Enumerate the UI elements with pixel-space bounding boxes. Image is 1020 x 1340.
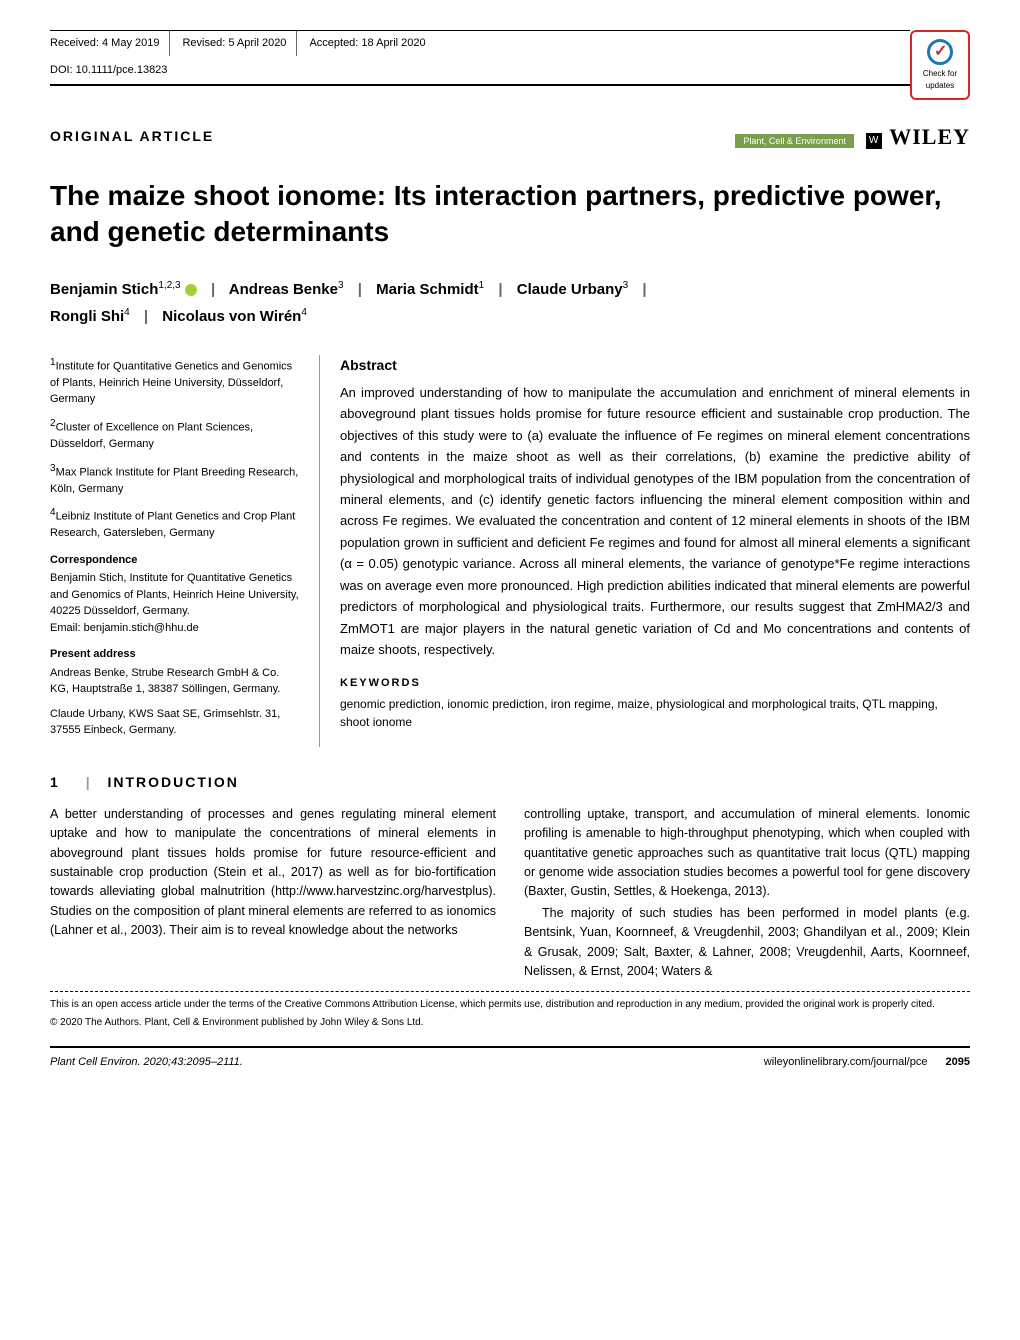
present-address-head: Present address — [50, 646, 301, 663]
article-title: The maize shoot ionome: Its interaction … — [50, 178, 970, 251]
body-col-left: A better understanding of processes and … — [50, 805, 496, 981]
author-1-sup: 1,2,3 — [158, 280, 180, 291]
intro-header: 1 | INTRODUCTION — [50, 772, 970, 793]
section-pipe: | — [86, 774, 92, 790]
page-number: 2095 — [946, 1056, 970, 1068]
section-number: 1 — [50, 774, 60, 790]
author-5-sup: 4 — [124, 307, 130, 318]
author-6-sup: 4 — [301, 307, 307, 318]
author-3-sup: 1 — [479, 280, 485, 291]
present-address-2: Claude Urbany, KWS Saat SE, Grimsehlstr.… — [50, 706, 301, 739]
body-col-right: controlling uptake, transport, and accum… — [524, 805, 970, 981]
received-date: 4 May 2019 — [102, 37, 159, 49]
affiliation-2: 2Cluster of Excellence on Plant Sciences… — [50, 416, 301, 453]
header-left: Received: 4 May 2019 Revised: 5 April 20… — [50, 30, 910, 86]
article-type-row: ORIGINAL ARTICLE Plant, Cell & Environme… — [50, 120, 970, 153]
header-container: Received: 4 May 2019 Revised: 5 April 20… — [50, 30, 970, 100]
author-5: Rongli Shi — [50, 308, 124, 325]
section-title: INTRODUCTION — [108, 774, 239, 790]
accepted-cell: Accepted: 18 April 2020 — [309, 31, 435, 56]
intro-p3: The majority of such studies has been pe… — [524, 904, 970, 982]
affiliation-3: 3Max Planck Institute for Plant Breeding… — [50, 461, 301, 498]
license-line-1: This is an open access article under the… — [50, 998, 970, 1012]
author-sep: | — [144, 308, 148, 325]
orcid-icon[interactable] — [185, 284, 197, 296]
revised-cell: Revised: 5 April 2020 — [182, 31, 297, 56]
intro-p1: A better understanding of processes and … — [50, 805, 496, 941]
received-cell: Received: 4 May 2019 — [50, 31, 170, 56]
revised-label: Revised: — [182, 37, 225, 49]
author-sep: | — [498, 281, 502, 298]
author-sep: | — [642, 281, 646, 298]
footer-url[interactable]: wileyonlinelibrary.com/journal/pce — [764, 1056, 928, 1068]
accepted-date: 18 April 2020 — [361, 37, 425, 49]
intro-p2: controlling uptake, transport, and accum… — [524, 805, 970, 902]
abstract-title: Abstract — [340, 355, 970, 376]
doi: DOI: 10.1111/pce.13823 — [50, 56, 910, 87]
author-2-sup: 3 — [338, 280, 344, 291]
received-label: Received: — [50, 37, 99, 49]
revised-date: 5 April 2020 — [228, 37, 286, 49]
check-updates-icon — [927, 39, 953, 65]
footer-citation: Plant Cell Environ. 2020;43:2095–2111. — [50, 1054, 243, 1071]
footer-right: wileyonlinelibrary.com/journal/pce 2095 — [764, 1054, 970, 1071]
footer: Plant Cell Environ. 2020;43:2095–2111. w… — [50, 1046, 970, 1071]
affiliations-column: 1Institute for Quantitative Genetics and… — [50, 355, 320, 747]
author-list: Benjamin Stich1,2,3 | Andreas Benke3 | M… — [50, 276, 970, 330]
author-1: Benjamin Stich — [50, 281, 158, 298]
keywords-title: KEYWORDS — [340, 675, 970, 692]
correspondence-head: Correspondence — [50, 552, 301, 569]
author-sep: | — [211, 281, 215, 298]
check-updates-label: Check for updates — [912, 68, 968, 92]
affiliation-4: 4Leibniz Institute of Plant Genetics and… — [50, 505, 301, 542]
correspondence-email: Email: benjamin.stich@hhu.de — [50, 620, 301, 637]
author-4-sup: 3 — [623, 280, 629, 291]
author-sep: | — [358, 281, 362, 298]
dashed-separator — [50, 991, 970, 992]
journal-badge: Plant, Cell & Environment — [735, 134, 854, 148]
wiley-icon: W — [866, 133, 882, 149]
present-address-1: Andreas Benke, Strube Research GmbH & Co… — [50, 665, 301, 698]
article-type: ORIGINAL ARTICLE — [50, 126, 214, 147]
check-updates-badge[interactable]: Check for updates — [910, 30, 970, 100]
abstract-column: Abstract An improved understanding of ho… — [340, 355, 970, 747]
publisher-block: Plant, Cell & Environment W WILEY — [735, 120, 970, 153]
author-2: Andreas Benke — [229, 281, 338, 298]
dates-row: Received: 4 May 2019 Revised: 5 April 20… — [50, 30, 910, 56]
correspondence-text: Benjamin Stich, Institute for Quantitati… — [50, 570, 301, 620]
abstract-text: An improved understanding of how to mani… — [340, 382, 970, 661]
body-columns: A better understanding of processes and … — [50, 805, 970, 981]
meta-abstract-row: 1Institute for Quantitative Genetics and… — [50, 355, 970, 747]
keywords-text: genomic prediction, ionomic prediction, … — [340, 695, 970, 731]
wiley-logo: WILEY — [889, 124, 970, 149]
author-3: Maria Schmidt — [376, 281, 479, 298]
author-4: Claude Urbany — [517, 281, 623, 298]
accepted-label: Accepted: — [309, 37, 358, 49]
license-line-2: © 2020 The Authors. Plant, Cell & Enviro… — [50, 1016, 970, 1030]
author-6: Nicolaus von Wirén — [162, 308, 301, 325]
affiliation-1: 1Institute for Quantitative Genetics and… — [50, 355, 301, 408]
